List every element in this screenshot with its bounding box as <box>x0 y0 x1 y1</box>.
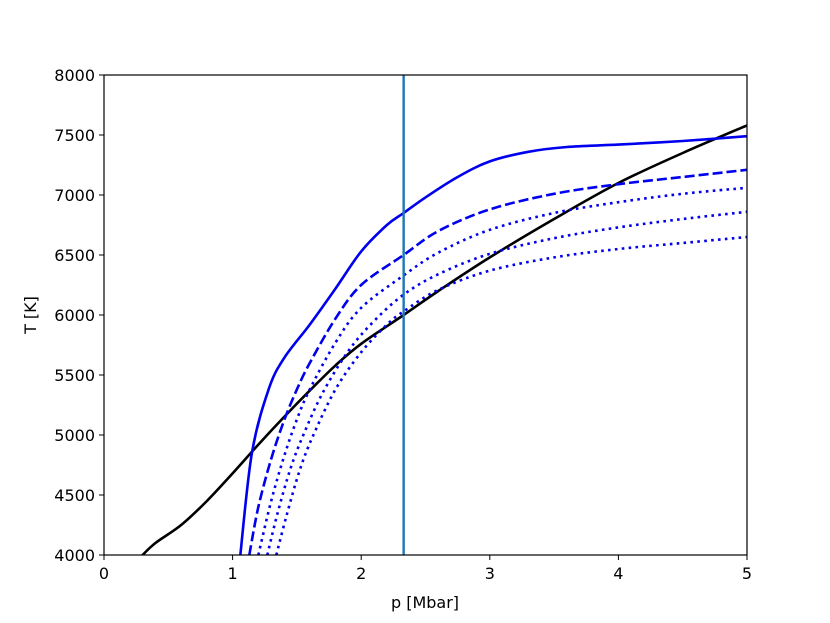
y-tick-label: 6500 <box>54 246 95 265</box>
x-tick-label: 5 <box>742 564 752 583</box>
y-tick-label: 5000 <box>54 426 95 445</box>
x-tick-label: 1 <box>228 564 238 583</box>
series-line-4-dotted <box>257 186 747 555</box>
series-line-3-dashed <box>248 168 747 555</box>
y-tick-label: 6000 <box>54 306 95 325</box>
y-axis-label: T [K] <box>21 296 40 335</box>
y-tick-label: 7500 <box>54 126 95 145</box>
y-tick-label: 7000 <box>54 186 95 205</box>
y-tick-label: 4000 <box>54 546 95 565</box>
y-tick-label: 4500 <box>54 486 95 505</box>
y-axis-ticks: 4000 4500 5000 5500 6000 6500 7000 7500 8000 <box>54 66 104 565</box>
x-axis-ticks: 0 1 2 3 4 5 <box>99 555 752 583</box>
series-line-1-solid <box>141 124 747 555</box>
y-tick-label: 8000 <box>54 66 95 85</box>
x-tick-label: 2 <box>356 564 366 583</box>
x-tick-label: 0 <box>99 564 109 583</box>
x-tick-label: 3 <box>485 564 495 583</box>
series-line-5-dotted <box>266 210 747 555</box>
y-tick-label: 5500 <box>54 366 95 385</box>
series-layer <box>141 124 747 555</box>
x-tick-label: 4 <box>613 564 623 583</box>
x-axis-label: p [Mbar] <box>391 593 459 612</box>
